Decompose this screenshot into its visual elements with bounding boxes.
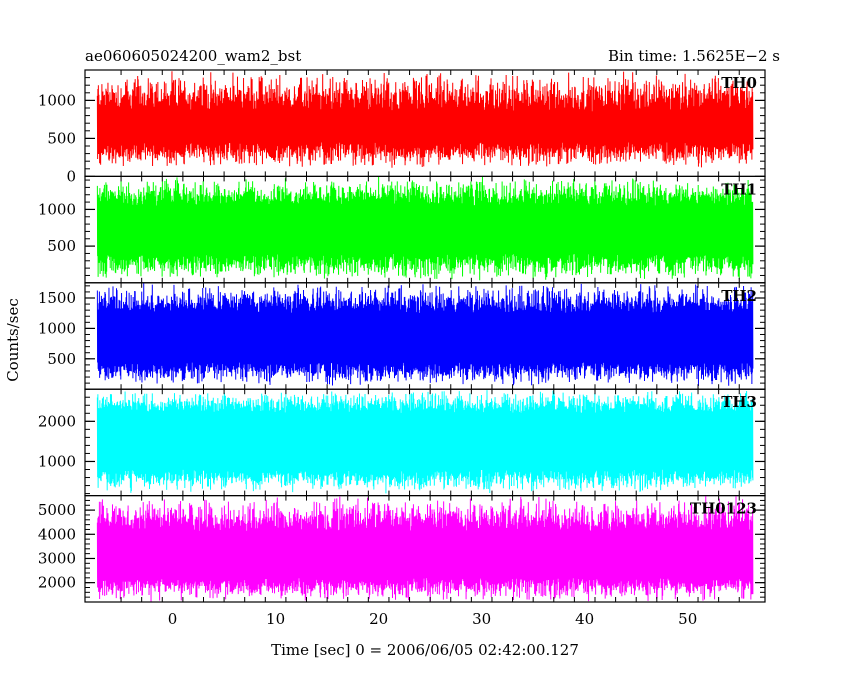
x-tick-label: 50 xyxy=(678,610,697,628)
series-th1 xyxy=(96,176,754,281)
series-label-th0: TH0 xyxy=(721,74,757,92)
x-tick-label: 0 xyxy=(168,610,178,628)
panel-th2: 500 1000 1500 TH2 xyxy=(38,282,766,390)
x-tick-label: 40 xyxy=(575,610,594,628)
panels: 0 500 1000 TH0 500 1000 TH1 500 1000 1500 TH2 1000 2… xyxy=(38,69,766,603)
series-band-th1 xyxy=(97,207,753,254)
panel-th3: 1000 2000 TH3 xyxy=(38,388,766,497)
y-tick-label: 4000 xyxy=(38,525,76,543)
x-tick-label: 20 xyxy=(369,610,388,628)
series-label-th2: TH2 xyxy=(721,287,757,305)
panel-th0: 0 500 1000 TH0 xyxy=(38,69,766,185)
y-tick-label: 1000 xyxy=(38,91,76,109)
series-label-th0123: TH0123 xyxy=(690,500,757,518)
series-th0123 xyxy=(96,495,754,602)
y-tick-label: 1000 xyxy=(38,452,76,470)
panel-th1: 500 1000 TH1 xyxy=(38,175,766,284)
plot-title: ae060605024200_wam2_bst xyxy=(85,47,301,65)
y-tick-label: 0 xyxy=(66,167,76,185)
y-tick-label: 500 xyxy=(47,129,76,147)
y-tick-label: 2000 xyxy=(38,412,76,430)
x-tick-label: 10 xyxy=(266,610,285,628)
series-label-th3: TH3 xyxy=(721,393,757,411)
x-tick-label: 30 xyxy=(472,610,491,628)
series-th2 xyxy=(96,283,754,386)
y-tick-label: 1500 xyxy=(38,289,76,307)
y-axis-label: Counts/sec xyxy=(4,298,22,382)
y-tick-label: 1000 xyxy=(38,200,76,218)
series-band-th0123 xyxy=(97,534,753,578)
series-th3 xyxy=(96,390,754,494)
y-tick-label: 5000 xyxy=(38,501,76,519)
series-th0 xyxy=(96,71,754,168)
x-axis: 0 10 20 30 40 50 xyxy=(168,610,697,628)
y-tick-label: 500 xyxy=(47,237,76,255)
series-label-th1: TH1 xyxy=(721,180,757,198)
y-tick-label: 2000 xyxy=(38,574,76,592)
x-axis-label: Time [sec] 0 = 2006/06/05 02:42:00.127 xyxy=(271,641,579,659)
series-band-th3 xyxy=(97,416,753,470)
series-band-th2 xyxy=(97,315,753,362)
bin-time-label: Bin time: 1.5625E−2 s xyxy=(608,47,780,65)
y-tick-label: 1000 xyxy=(38,319,76,337)
y-tick-label: 3000 xyxy=(38,549,76,567)
panel-th0123: 2000 3000 4000 5000 TH0123 xyxy=(38,495,766,603)
series-band-th0 xyxy=(97,113,753,143)
y-tick-label: 500 xyxy=(47,350,76,368)
